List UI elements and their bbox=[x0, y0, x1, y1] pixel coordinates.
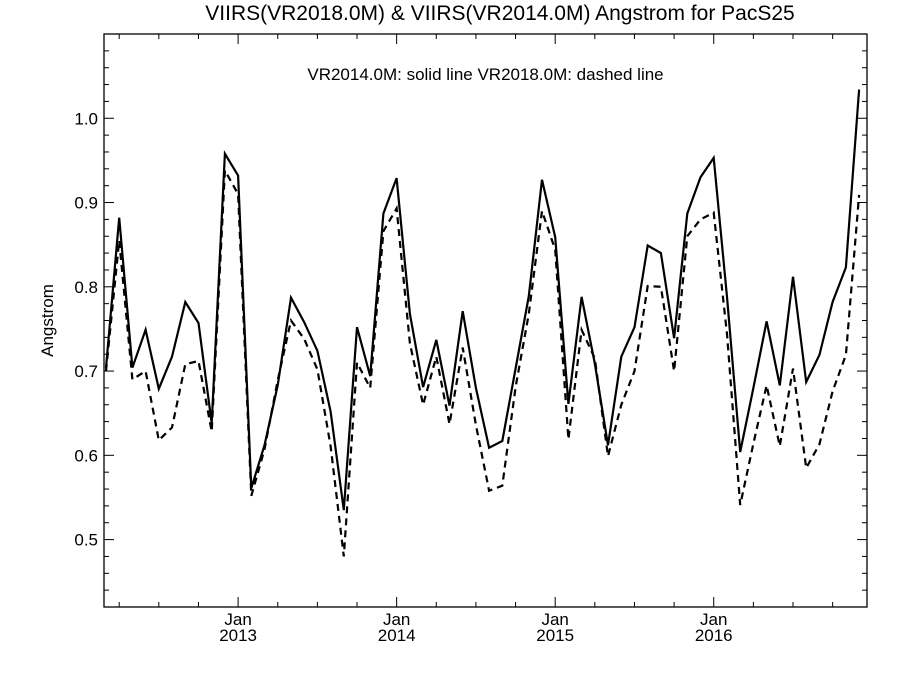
x-tick-label-month: Jan bbox=[383, 610, 410, 629]
x-tick-label-month: Jan bbox=[700, 610, 727, 629]
plot-frame bbox=[103, 33, 868, 608]
x-tick-label-year: 2015 bbox=[536, 626, 574, 645]
y-tick-label: 0.6 bbox=[74, 446, 98, 465]
x-tick-label-month: Jan bbox=[224, 610, 251, 629]
series-legend-note: VR2014.0M: solid line VR2018.0M: dashed … bbox=[307, 65, 663, 84]
x-tick-label-month: Jan bbox=[541, 610, 568, 629]
x-tick-label-year: 2013 bbox=[219, 626, 257, 645]
chart-title: VIIRS(VR2018.0M) & VIIRS(VR2014.0M) Angs… bbox=[205, 2, 795, 25]
y-tick-label: 0.8 bbox=[74, 278, 98, 297]
y-tick-label: 1.0 bbox=[74, 109, 98, 128]
x-tick-label-year: 2014 bbox=[378, 626, 416, 645]
y-axis-label: Angstrom bbox=[38, 284, 57, 357]
y-tick-label: 0.5 bbox=[74, 531, 98, 550]
series-line-vr2014-0m bbox=[104, 89, 861, 511]
x-tick-label-year: 2016 bbox=[695, 626, 733, 645]
y-tick-label: 0.9 bbox=[74, 194, 98, 213]
y-tick-label: 0.7 bbox=[74, 362, 98, 381]
series-line-vr2018-0m bbox=[104, 166, 861, 557]
